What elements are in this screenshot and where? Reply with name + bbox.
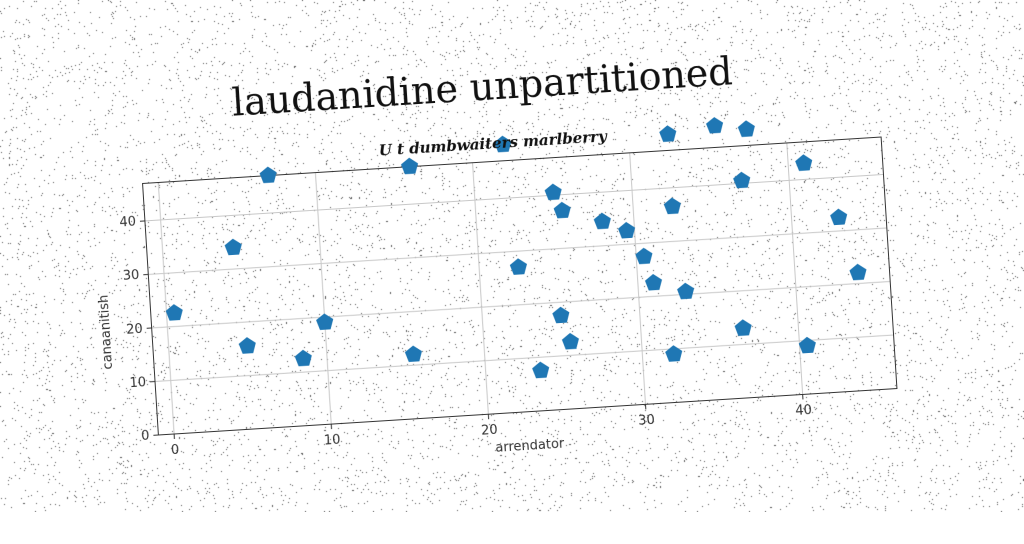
y-tick-label: 20 [126,322,143,338]
data-points [156,108,872,401]
data-point [734,319,752,336]
grid-lines [143,137,897,435]
data-point [635,247,653,264]
chart-subtitle: U t dumbwaiters marlberry [378,127,608,159]
data-point [509,258,527,275]
data-point [665,345,683,362]
x-tick-label: 30 [638,413,655,429]
data-point [224,238,242,255]
y-grid-line [152,282,891,328]
y-tick-label: 40 [119,215,136,231]
data-point [294,349,312,366]
data-point [544,183,562,200]
x-tick-label: 10 [324,433,341,449]
data-point [404,345,422,362]
data-point [737,120,755,137]
data-point [593,212,611,229]
data-point [552,306,570,323]
y-tick-label: 10 [129,375,146,391]
data-point [849,263,867,280]
data-point [401,157,419,174]
y-axis-label: canaanitish [96,294,116,370]
data-point [553,201,571,218]
x-tick-label: 20 [481,423,498,439]
data-point [795,154,813,171]
data-point [532,361,550,378]
data-point [238,337,256,354]
x-tick-label: 40 [795,403,812,419]
y-tick-label: 30 [122,268,139,284]
data-point [677,282,695,299]
data-point [798,336,816,353]
data-point [316,313,334,330]
data-point [562,332,580,349]
y-tick-label: 0 [141,429,150,444]
plot-frame [143,137,897,435]
y-grid-line [145,174,884,220]
data-point [830,208,848,225]
chart-title: laudanidine unpartitioned [231,49,734,124]
y-grid-line [155,335,894,381]
x-axis-label: arrendator [495,436,565,455]
data-point [259,166,277,183]
data-point [618,221,636,238]
data-point [659,125,677,142]
data-point [706,117,724,134]
data-point [733,171,751,188]
data-point [165,304,183,321]
data-point [663,197,681,214]
data-point [645,273,663,290]
x-tick-label: 0 [171,443,180,458]
